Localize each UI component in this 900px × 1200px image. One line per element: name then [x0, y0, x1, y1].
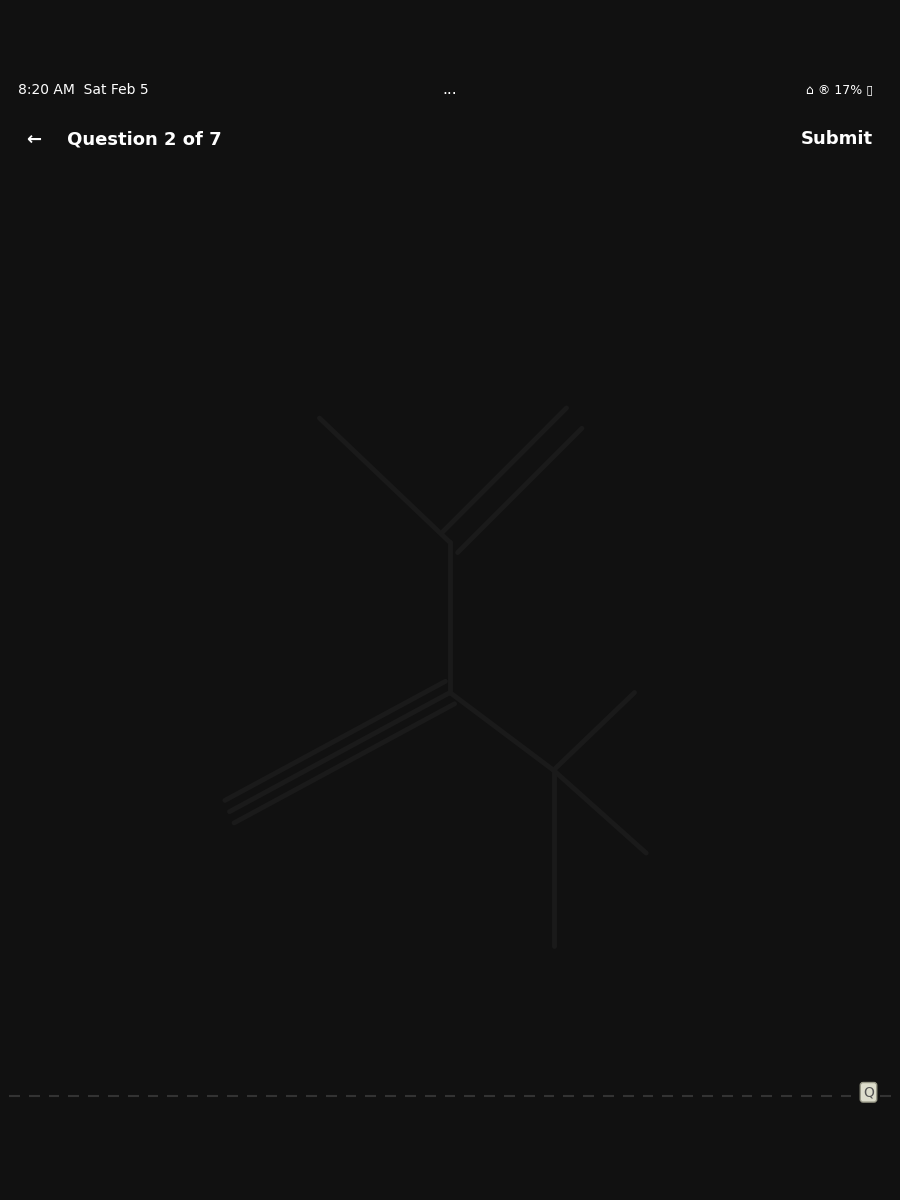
Text: Select to Draw: Select to Draw	[389, 1123, 511, 1141]
Text: In this second exercise, you will learn how to add other bond types to your
    : In this second exercise, you will learn …	[149, 232, 751, 269]
Text: ...: ...	[443, 83, 457, 97]
Text: Submit: Submit	[801, 130, 873, 148]
Text: Your goal is to redraw the carbon skeletal structure provided in the image below: Your goal is to redraw the carbon skelet…	[114, 305, 786, 406]
Text: ←    Question 2 of 7: ← Question 2 of 7	[27, 130, 221, 148]
Text: 8:20 AM  Sat Feb 5: 8:20 AM Sat Feb 5	[18, 83, 149, 97]
Text: ⌂ ® 17% ▯: ⌂ ® 17% ▯	[806, 84, 873, 96]
Text: Q: Q	[863, 1085, 874, 1099]
